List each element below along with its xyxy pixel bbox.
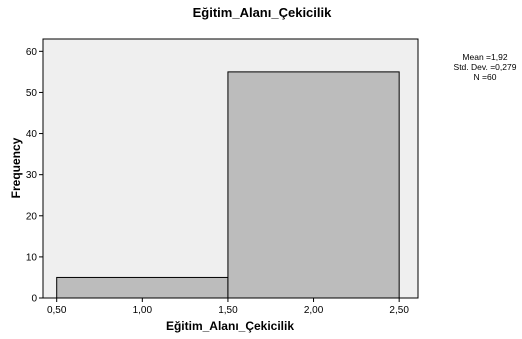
- y-tick-label: 60: [26, 47, 38, 58]
- bars-group: [56, 71, 400, 299]
- x-tick-label: 0,50: [47, 305, 67, 316]
- x-axis: 0,50 1,00 1,50 2,00 2,50: [47, 298, 409, 316]
- y-tick-label: 10: [26, 252, 38, 263]
- x-tick-label: 1,50: [218, 305, 238, 316]
- statistics-legend: Mean =1,92 Std. Dev. =0,279 N =60: [454, 52, 517, 82]
- y-axis-label: Frequency: [9, 137, 23, 198]
- x-tick-label: 2,00: [304, 305, 324, 316]
- stat-std-dev: Std. Dev. =0,279: [454, 62, 517, 72]
- y-tick-label: 30: [26, 170, 38, 181]
- stat-mean: Mean =1,92: [462, 52, 507, 62]
- histogram-bar-2: [227, 71, 400, 299]
- stat-n: N =60: [474, 72, 497, 82]
- x-tick-label: 1,00: [133, 305, 153, 316]
- y-tick-label: 20: [26, 211, 38, 222]
- x-axis-label: Eğitim_Alanı_Çekicilik: [166, 319, 294, 333]
- y-tick-label: 0: [31, 294, 37, 305]
- y-axis: 0 10 20 30 40 50 60: [26, 47, 43, 305]
- chart-title: Eğitim_Alanı_Çekicilik: [193, 5, 332, 20]
- histogram-bar-1: [56, 276, 229, 299]
- y-tick-label: 50: [26, 88, 38, 99]
- x-tick-label: 2,50: [389, 305, 409, 316]
- y-tick-label: 40: [26, 129, 38, 140]
